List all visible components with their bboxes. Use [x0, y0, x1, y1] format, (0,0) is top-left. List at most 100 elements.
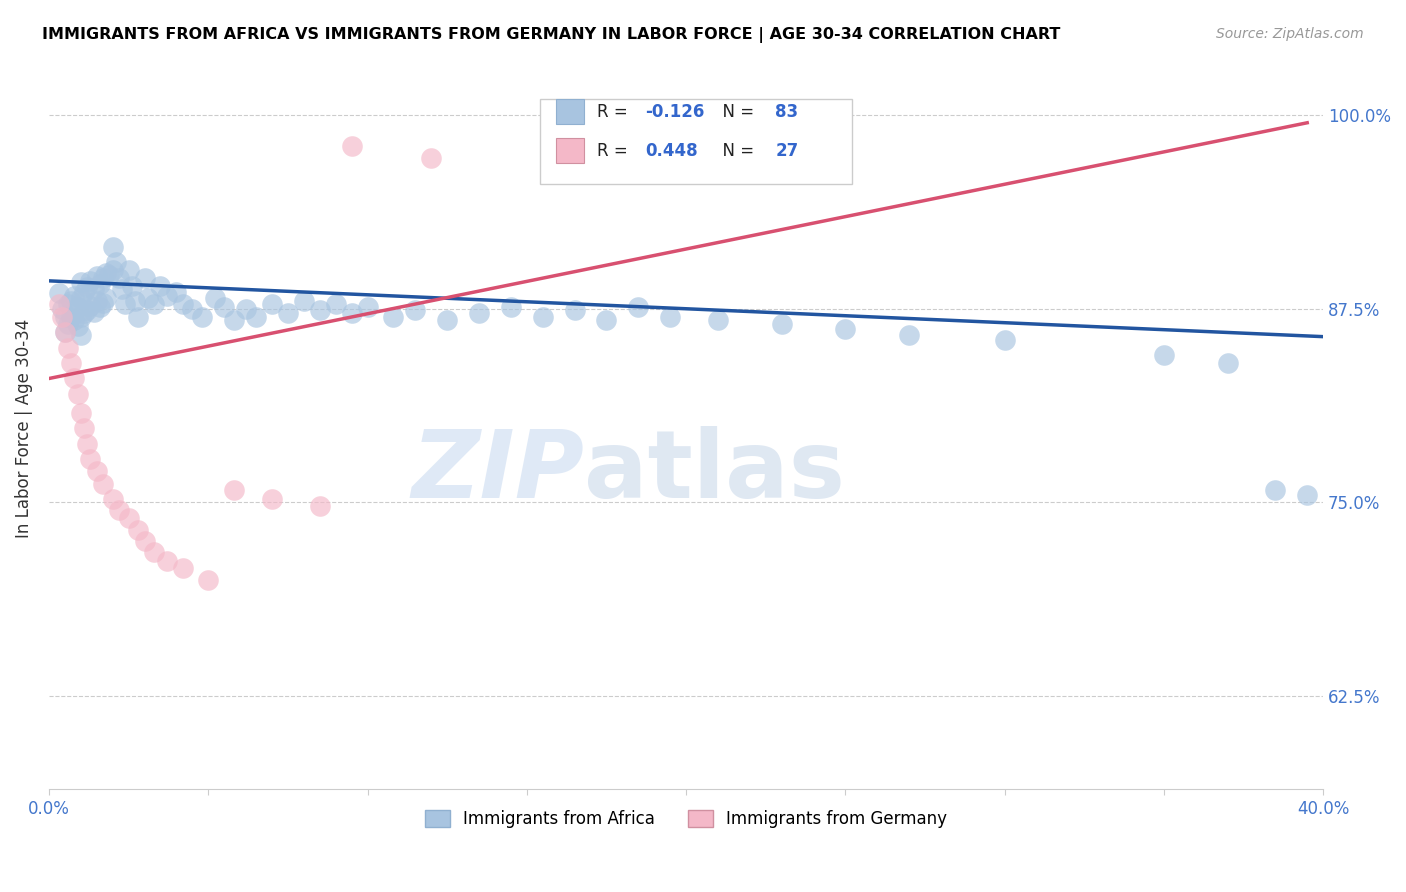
Text: N =: N = — [711, 142, 759, 160]
Point — [69, 310, 91, 324]
Point — [172, 560, 194, 574]
Point — [48, 297, 70, 311]
Point — [222, 312, 245, 326]
Point — [156, 289, 179, 303]
Point — [79, 452, 101, 467]
Point — [292, 293, 315, 308]
Point — [69, 328, 91, 343]
Point — [83, 305, 105, 319]
Point — [76, 303, 98, 318]
Point — [53, 310, 76, 324]
Point — [134, 270, 156, 285]
Point — [531, 310, 554, 324]
Text: R =: R = — [598, 103, 633, 120]
Point — [404, 303, 426, 318]
Point — [86, 465, 108, 479]
Point — [245, 310, 267, 324]
Point — [69, 276, 91, 290]
Point — [1264, 483, 1286, 497]
Point — [86, 293, 108, 308]
Point — [69, 291, 91, 305]
Point — [356, 300, 378, 314]
Point — [48, 286, 70, 301]
Point — [382, 310, 405, 324]
Point — [104, 255, 127, 269]
Point — [436, 312, 458, 326]
Point — [1153, 348, 1175, 362]
Point — [79, 274, 101, 288]
FancyBboxPatch shape — [540, 99, 852, 184]
Point — [53, 325, 76, 339]
Point — [114, 297, 136, 311]
Point — [69, 406, 91, 420]
Text: 27: 27 — [775, 142, 799, 160]
Point — [91, 476, 114, 491]
Point — [1216, 356, 1239, 370]
Text: 83: 83 — [775, 103, 799, 120]
Point — [96, 266, 118, 280]
Point — [181, 301, 204, 316]
Point — [420, 152, 443, 166]
Point — [63, 289, 86, 303]
Point — [111, 282, 134, 296]
Point — [66, 387, 89, 401]
Text: 0.448: 0.448 — [645, 142, 697, 160]
Point — [124, 293, 146, 308]
Point — [834, 322, 856, 336]
Text: IMMIGRANTS FROM AFRICA VS IMMIGRANTS FROM GERMANY IN LABOR FORCE | AGE 30-34 COR: IMMIGRANTS FROM AFRICA VS IMMIGRANTS FRO… — [42, 27, 1060, 43]
Point — [1296, 488, 1319, 502]
Point — [212, 300, 235, 314]
Point — [277, 306, 299, 320]
Point — [172, 297, 194, 311]
Point — [60, 356, 83, 370]
Point — [127, 310, 149, 324]
Point — [136, 291, 159, 305]
Point — [86, 269, 108, 284]
Point — [60, 293, 83, 308]
Point — [66, 300, 89, 314]
Point — [260, 492, 283, 507]
Point — [91, 295, 114, 310]
Point — [499, 300, 522, 314]
Point — [63, 371, 86, 385]
Y-axis label: In Labor Force | Age 30-34: In Labor Force | Age 30-34 — [15, 319, 32, 539]
Point — [101, 492, 124, 507]
Point — [56, 297, 79, 311]
Point — [564, 303, 586, 318]
Point — [707, 312, 730, 326]
Point — [204, 291, 226, 305]
Point — [108, 503, 131, 517]
Point — [96, 291, 118, 305]
Point — [143, 297, 166, 311]
Text: R =: R = — [598, 142, 633, 160]
Point — [89, 300, 111, 314]
Point — [108, 270, 131, 285]
Point — [117, 263, 139, 277]
Point — [98, 268, 121, 282]
Text: atlas: atlas — [583, 426, 845, 518]
Point — [76, 280, 98, 294]
Point — [51, 310, 73, 324]
Text: ZIP: ZIP — [411, 426, 583, 518]
Point — [659, 310, 682, 324]
Point — [134, 534, 156, 549]
Point — [56, 341, 79, 355]
Point — [101, 240, 124, 254]
Point — [468, 306, 491, 320]
Point — [308, 303, 330, 318]
Point — [66, 318, 89, 333]
Point — [595, 312, 617, 326]
FancyBboxPatch shape — [557, 138, 583, 163]
Legend: Immigrants from Africa, Immigrants from Germany: Immigrants from Africa, Immigrants from … — [418, 804, 955, 835]
Point — [143, 545, 166, 559]
Point — [51, 301, 73, 316]
Point — [101, 263, 124, 277]
Point — [60, 310, 83, 324]
Point — [149, 278, 172, 293]
Point — [191, 310, 214, 324]
Point — [91, 270, 114, 285]
Point — [53, 325, 76, 339]
Point — [73, 421, 96, 435]
Point — [325, 297, 347, 311]
Point — [197, 573, 219, 587]
